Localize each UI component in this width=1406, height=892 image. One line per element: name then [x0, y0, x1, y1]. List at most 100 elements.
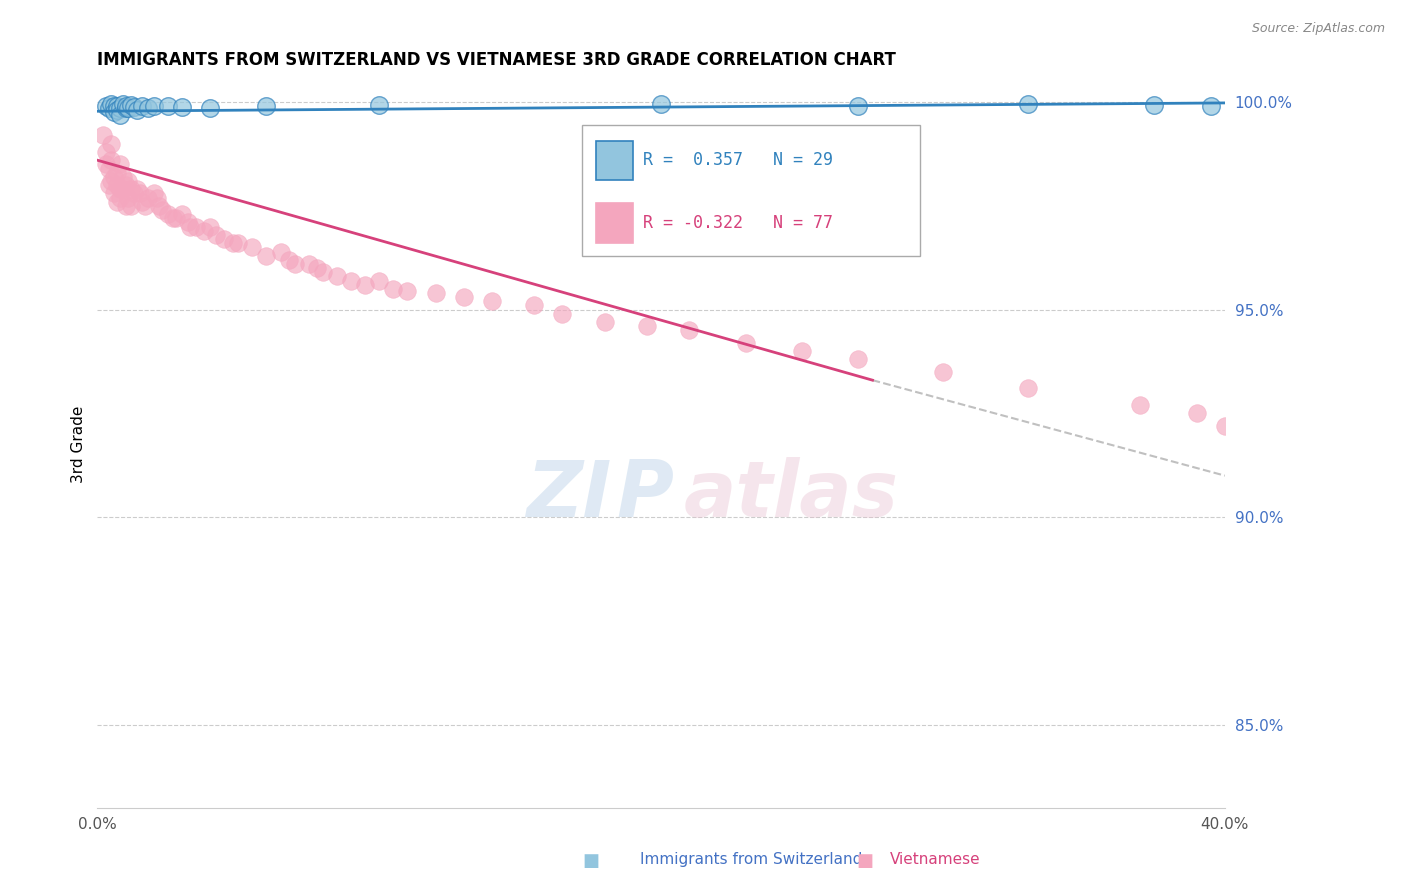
- Point: [636, 319, 658, 334]
- Point: [184, 219, 207, 234]
- Text: ■: ■: [582, 852, 599, 870]
- Point: [198, 219, 221, 234]
- Point: [111, 97, 134, 112]
- Point: [162, 211, 184, 226]
- Point: [148, 199, 170, 213]
- Point: [97, 178, 120, 193]
- Text: IMMIGRANTS FROM SWITZERLAND VS VIETNAMESE 3RD GRADE CORRELATION CHART: IMMIGRANTS FROM SWITZERLAND VS VIETNAMES…: [97, 51, 896, 69]
- Point: [105, 103, 128, 118]
- Point: [111, 169, 134, 184]
- Point: [117, 174, 139, 188]
- Point: [593, 315, 616, 329]
- Point: [114, 99, 136, 113]
- Point: [298, 257, 321, 271]
- Point: [120, 199, 142, 213]
- Point: [481, 294, 503, 309]
- Point: [270, 244, 292, 259]
- Point: [122, 100, 145, 114]
- Point: [150, 202, 173, 217]
- Point: [326, 269, 349, 284]
- Point: [91, 128, 114, 143]
- Point: [97, 161, 120, 176]
- Point: [125, 103, 148, 118]
- Point: [105, 178, 128, 193]
- Point: [678, 323, 700, 337]
- Point: [103, 186, 125, 201]
- Point: [114, 178, 136, 193]
- Point: [256, 249, 278, 263]
- Point: [136, 190, 159, 204]
- Point: [117, 101, 139, 115]
- Point: [131, 194, 153, 209]
- Point: [170, 100, 193, 114]
- Point: [94, 145, 117, 159]
- Point: [111, 182, 134, 196]
- Point: [226, 236, 249, 251]
- Point: [156, 207, 179, 221]
- Text: Source: ZipAtlas.com: Source: ZipAtlas.com: [1251, 22, 1385, 36]
- Point: [125, 182, 148, 196]
- Point: [1199, 99, 1222, 113]
- Point: [932, 365, 955, 379]
- Point: [114, 199, 136, 213]
- Point: [204, 227, 226, 242]
- Point: [278, 252, 301, 267]
- Text: ZI: ZI: [526, 458, 612, 533]
- Y-axis label: 3rd Grade: 3rd Grade: [72, 406, 86, 483]
- Point: [100, 97, 122, 112]
- Point: [100, 136, 122, 151]
- Point: [97, 101, 120, 115]
- Point: [156, 99, 179, 113]
- Point: [256, 99, 278, 113]
- Point: [136, 101, 159, 115]
- Point: [105, 99, 128, 113]
- Point: [142, 186, 165, 201]
- Point: [108, 190, 131, 204]
- Point: [131, 99, 153, 113]
- Point: [198, 101, 221, 115]
- Point: [103, 169, 125, 184]
- Point: [382, 282, 405, 296]
- Point: [114, 101, 136, 115]
- Point: [284, 257, 307, 271]
- Point: [453, 290, 475, 304]
- Point: [1129, 398, 1152, 412]
- Point: [1143, 98, 1166, 112]
- Point: [1017, 97, 1039, 112]
- Point: [307, 261, 329, 276]
- Point: [105, 166, 128, 180]
- Point: [94, 157, 117, 171]
- Point: [312, 265, 335, 279]
- Point: [108, 182, 131, 196]
- Point: [368, 274, 391, 288]
- Point: [1213, 418, 1236, 433]
- Point: [105, 194, 128, 209]
- Point: [212, 232, 235, 246]
- Point: [354, 277, 377, 292]
- Point: [340, 274, 363, 288]
- Point: [368, 98, 391, 112]
- Point: [108, 157, 131, 171]
- Text: ■: ■: [856, 852, 873, 870]
- Point: [523, 298, 546, 312]
- Point: [128, 186, 150, 201]
- Point: [1185, 406, 1208, 420]
- Point: [734, 335, 756, 350]
- Point: [425, 285, 447, 300]
- Text: P: P: [616, 458, 673, 533]
- Point: [108, 101, 131, 115]
- Point: [790, 344, 813, 359]
- Point: [103, 105, 125, 120]
- Point: [848, 99, 870, 113]
- Point: [134, 199, 156, 213]
- Point: [848, 352, 870, 367]
- Point: [179, 219, 201, 234]
- Point: [396, 284, 419, 298]
- Point: [650, 97, 672, 112]
- Point: [142, 99, 165, 113]
- Point: [100, 153, 122, 168]
- Point: [551, 307, 574, 321]
- Point: [176, 215, 198, 229]
- Point: [103, 99, 125, 113]
- Point: [117, 190, 139, 204]
